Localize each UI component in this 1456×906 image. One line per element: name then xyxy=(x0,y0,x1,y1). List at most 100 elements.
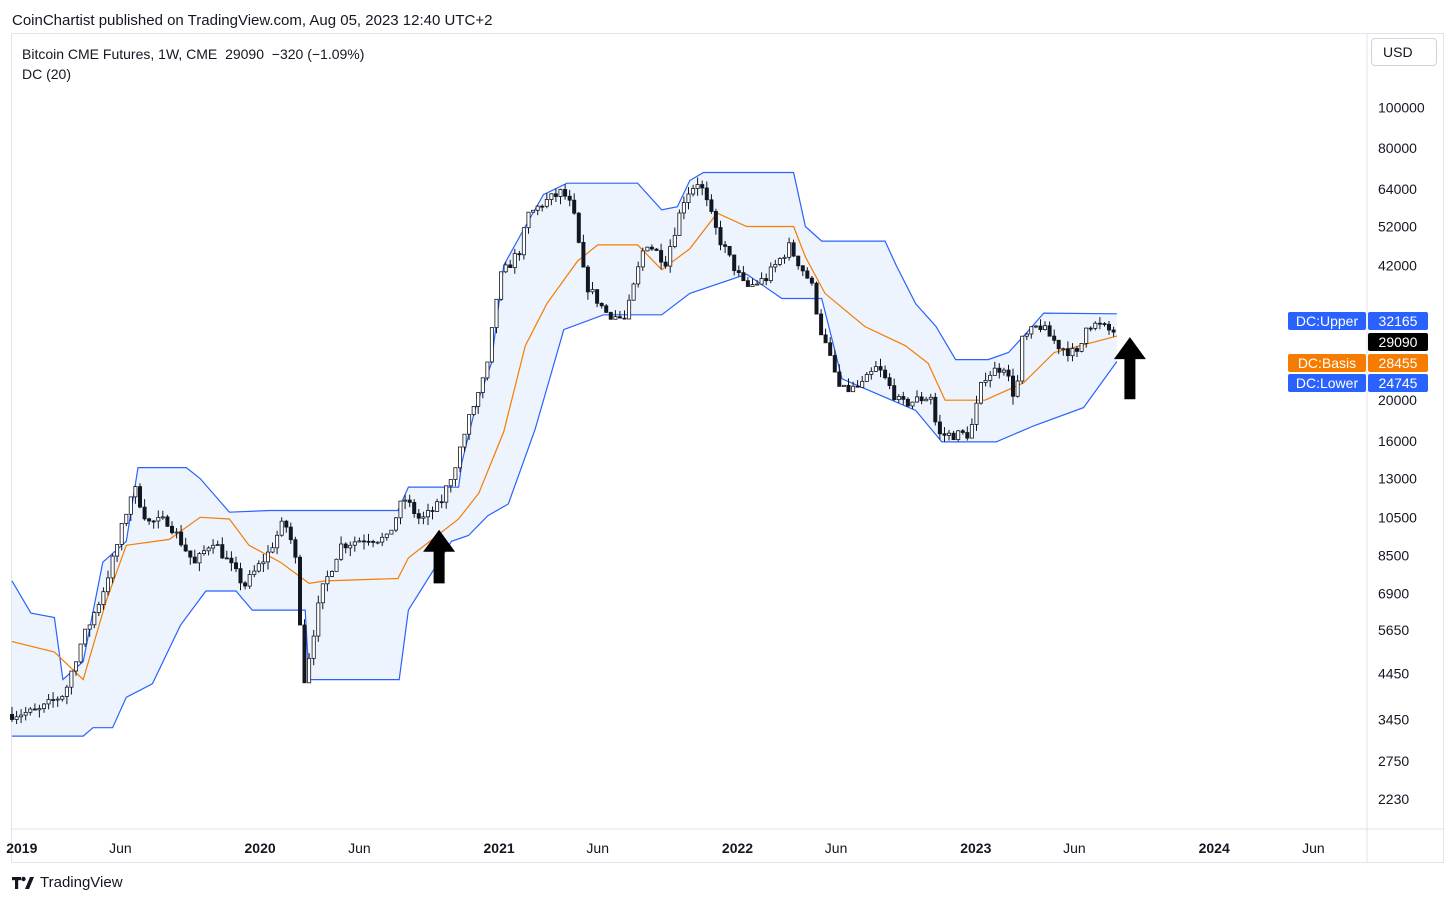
candle-body xyxy=(604,305,609,313)
price-tick-label: 13000 xyxy=(1378,471,1417,487)
candle xyxy=(919,392,924,405)
time-tick-label: Jun xyxy=(348,840,371,856)
candle-body xyxy=(659,250,664,263)
candle xyxy=(297,554,302,626)
candle xyxy=(96,601,101,616)
candle xyxy=(302,619,307,684)
price-tag-value: 32165 xyxy=(1379,313,1418,329)
candle xyxy=(220,537,225,559)
candle-body xyxy=(147,518,152,522)
candle xyxy=(969,418,974,439)
candle-body xyxy=(206,547,211,552)
candle xyxy=(229,551,234,572)
candle xyxy=(1015,375,1020,398)
candle xyxy=(1079,342,1084,353)
symbol-legend[interactable]: Bitcoin CME Futures, 1W, CME 29090 −320 … xyxy=(22,46,364,62)
candle xyxy=(942,427,947,442)
candle xyxy=(636,261,641,288)
candle xyxy=(718,220,723,251)
candle-body xyxy=(622,317,627,320)
price-tag: DC:Upper 32165 xyxy=(1288,312,1428,330)
candle xyxy=(805,267,810,279)
candle xyxy=(668,239,673,273)
candle xyxy=(1061,347,1066,356)
time-axis[interactable]: 2019 Jun 2020 Jun 2021 Jun 2022 Jun 2023 Jun 2024 J… xyxy=(6,840,1324,856)
candle xyxy=(855,380,860,388)
candle xyxy=(681,196,686,220)
candle-body xyxy=(777,258,782,265)
candle-body xyxy=(759,278,764,285)
candle-body xyxy=(384,533,389,538)
currency-button[interactable]: USD xyxy=(1371,38,1437,66)
candle-body xyxy=(800,265,805,272)
candle xyxy=(87,624,92,637)
candle xyxy=(453,467,458,487)
candle-body xyxy=(595,289,600,304)
candle xyxy=(444,485,449,509)
candle xyxy=(106,570,111,596)
candle-body xyxy=(1102,323,1107,326)
candle xyxy=(901,391,906,405)
candle-body xyxy=(947,432,952,436)
candle xyxy=(979,381,984,405)
candle-body xyxy=(110,555,115,579)
candle xyxy=(412,499,417,518)
candle xyxy=(764,273,769,286)
candle xyxy=(252,565,257,578)
candle-body xyxy=(860,380,865,388)
price-tag: DC:Lower 24745 xyxy=(1288,374,1428,392)
candle xyxy=(115,544,120,562)
candle xyxy=(691,184,696,197)
candle-body xyxy=(855,385,860,388)
candle-body xyxy=(755,283,760,286)
candle-body xyxy=(46,699,51,705)
tradingview-brand[interactable]: TradingView xyxy=(12,874,123,891)
candle xyxy=(878,358,883,378)
candle-body xyxy=(1088,327,1093,330)
candle xyxy=(951,430,956,441)
candle-body xyxy=(252,570,257,575)
candle-body xyxy=(297,556,302,626)
candle xyxy=(499,271,504,302)
candle xyxy=(320,583,325,610)
time-tick-label: 2022 xyxy=(722,840,753,856)
price-tag-value-bg xyxy=(1368,333,1428,351)
brand-name: TradingView xyxy=(40,874,123,891)
price-tag-value: 29090 xyxy=(1379,334,1418,350)
candle-body xyxy=(416,513,421,519)
candle xyxy=(352,536,357,552)
candle-body xyxy=(151,520,156,523)
price-axis[interactable]: 1300001000008000064000520004200020000160… xyxy=(1378,52,1425,807)
candle xyxy=(1033,325,1038,329)
candle-body xyxy=(320,583,325,604)
candle-body xyxy=(92,612,97,626)
indicator-legend[interactable]: DC (20) xyxy=(22,66,72,82)
candle-body xyxy=(462,433,467,448)
dc-lower-line xyxy=(12,273,1118,737)
candle-body xyxy=(1079,342,1084,352)
candle xyxy=(165,514,170,527)
candle xyxy=(892,378,897,401)
candle xyxy=(188,550,193,565)
candle-body xyxy=(220,544,225,559)
candles xyxy=(9,177,1116,724)
candle-body xyxy=(316,602,321,637)
candle xyxy=(307,653,312,684)
candle xyxy=(1093,321,1098,331)
candle-body xyxy=(677,212,682,236)
candle xyxy=(92,611,97,629)
candle xyxy=(508,259,513,268)
candle xyxy=(503,262,508,274)
candle xyxy=(883,365,888,380)
candle-body xyxy=(896,396,901,400)
candle-body xyxy=(42,703,47,709)
candle xyxy=(238,562,243,591)
candle xyxy=(659,243,664,270)
candle-body xyxy=(544,199,549,207)
candle xyxy=(403,494,408,510)
candle-body xyxy=(284,520,289,528)
candle-body xyxy=(563,189,568,197)
candle-body xyxy=(700,184,705,189)
candle-body xyxy=(165,516,170,527)
